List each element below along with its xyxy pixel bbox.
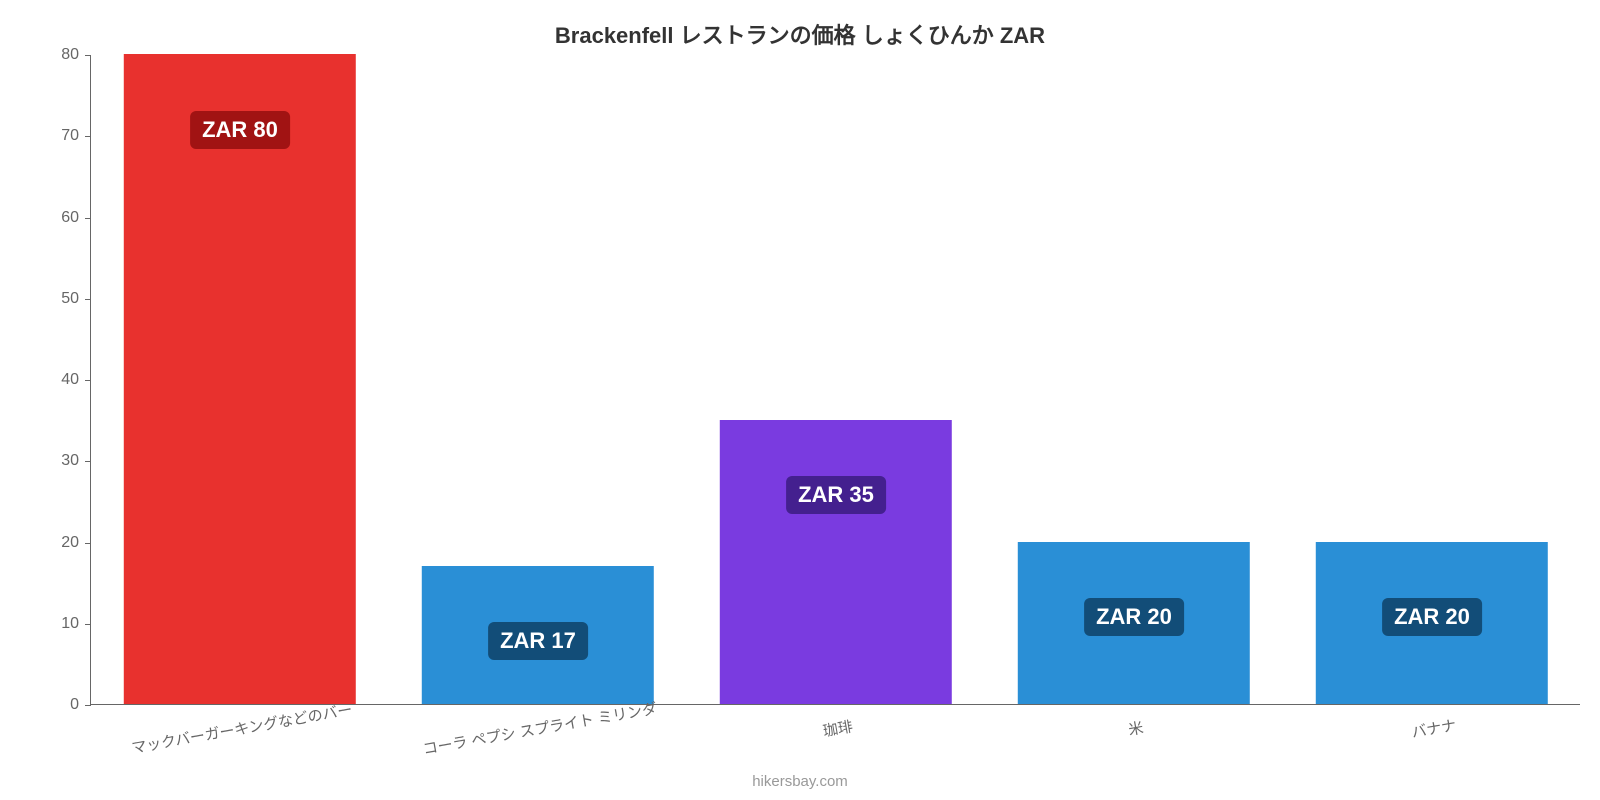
- x-category-label: バナナ: [1410, 714, 1458, 742]
- plot-area: ZAR 80マックバーガーキングなどのバーZAR 17コーラ ペプシ スプライト…: [90, 55, 1580, 705]
- bar-slot: ZAR 20バナナ: [1283, 55, 1581, 704]
- x-category-label: 珈琲: [821, 715, 854, 741]
- bar-value-label: ZAR 17: [488, 622, 588, 660]
- bar-slot: ZAR 35珈琲: [687, 55, 985, 704]
- x-category-label: コーラ ペプシ スプライト ミリンダ: [421, 697, 659, 759]
- y-tick-label: 30: [61, 452, 91, 470]
- credit-text: hikersbay.com: [0, 773, 1600, 790]
- bar-value-label: ZAR 35: [786, 476, 886, 514]
- y-tick-label: 70: [61, 127, 91, 145]
- x-category-label: 米: [1127, 717, 1145, 740]
- bar: [720, 420, 952, 704]
- y-tick-label: 10: [61, 615, 91, 633]
- bar-value-label: ZAR 20: [1382, 598, 1482, 636]
- bars-layer: ZAR 80マックバーガーキングなどのバーZAR 17コーラ ペプシ スプライト…: [91, 55, 1580, 704]
- y-tick-label: 0: [70, 696, 91, 714]
- y-tick-label: 20: [61, 534, 91, 552]
- bar: [124, 54, 356, 704]
- bar-slot: ZAR 20米: [985, 55, 1283, 704]
- bar-slot: ZAR 17コーラ ペプシ スプライト ミリンダ: [389, 55, 687, 704]
- y-tick-label: 60: [61, 209, 91, 227]
- bar-slot: ZAR 80マックバーガーキングなどのバー: [91, 55, 389, 704]
- y-tick-label: 40: [61, 371, 91, 389]
- y-tick-label: 80: [61, 46, 91, 64]
- y-tick-label: 50: [61, 290, 91, 308]
- x-category-label: マックバーガーキングなどのバー: [130, 699, 354, 759]
- chart-title: Brackenfell レストランの価格 しょくひんか ZAR: [0, 18, 1600, 50]
- bar-value-label: ZAR 20: [1084, 598, 1184, 636]
- bar-value-label: ZAR 80: [190, 111, 290, 149]
- chart-container: Brackenfell レストランの価格 しょくひんか ZAR ZAR 80マッ…: [0, 0, 1600, 800]
